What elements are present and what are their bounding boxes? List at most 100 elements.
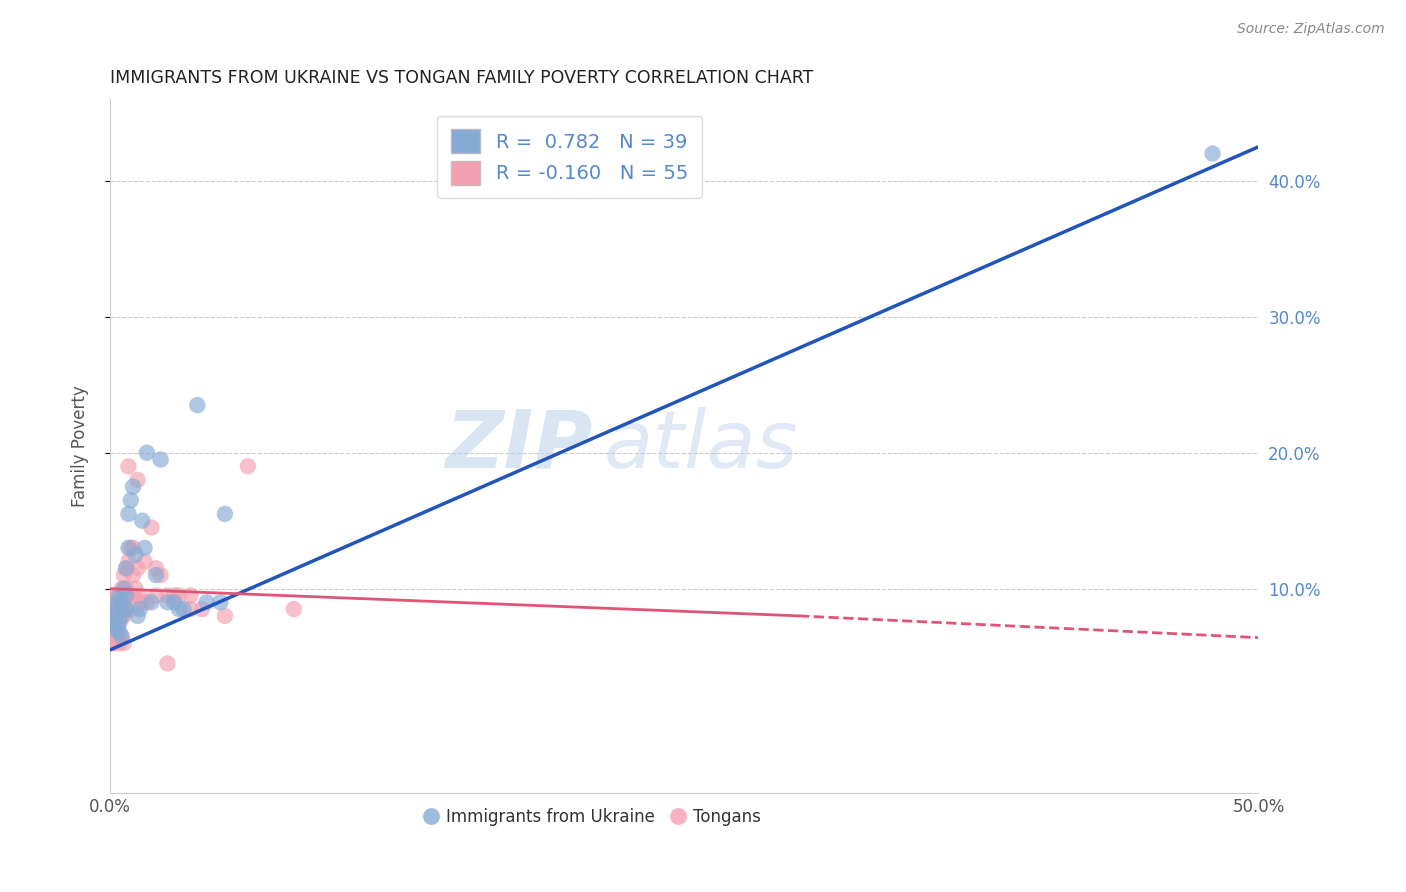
Point (112, 636, 135, 650)
Point (131, 514, 153, 528)
Point (104, 623, 127, 637)
Point (149, 568, 172, 582)
Point (115, 602, 138, 616)
Point (141, 595, 163, 609)
Point (135, 595, 157, 609)
Point (127, 473, 149, 487)
Point (110, 602, 132, 616)
Point (105, 589, 128, 603)
Point (167, 602, 190, 616)
Point (104, 608, 127, 623)
Point (134, 554, 156, 568)
Point (112, 589, 135, 603)
Point (1201, 146, 1223, 161)
Point (122, 541, 145, 555)
Point (122, 480, 145, 494)
Point (105, 620, 128, 634)
Text: atlas: atlas (605, 407, 799, 485)
Point (134, 541, 156, 555)
Point (110, 595, 132, 609)
Point (122, 589, 145, 603)
Y-axis label: Family Poverty: Family Poverty (72, 385, 89, 507)
Point (191, 602, 214, 616)
Point (156, 595, 179, 609)
Point (145, 568, 167, 582)
Text: IMMIGRANTS FROM UKRAINE VS TONGAN FAMILY POVERTY CORRELATION CHART: IMMIGRANTS FROM UKRAINE VS TONGAN FAMILY… (110, 69, 814, 87)
Point (149, 452, 172, 467)
Point (105, 629, 128, 643)
Point (110, 582, 132, 596)
Point (163, 589, 186, 603)
Point (105, 602, 128, 616)
Point (104, 589, 127, 603)
Point (186, 398, 208, 412)
Point (110, 629, 132, 643)
Point (129, 602, 152, 616)
Point (108, 615, 131, 630)
Point (122, 568, 145, 582)
Point (145, 561, 167, 575)
Point (104, 636, 127, 650)
Point (108, 595, 131, 609)
Point (129, 589, 152, 603)
Point (117, 507, 139, 521)
Point (120, 493, 142, 508)
Point (120, 541, 142, 555)
Point (108, 625, 131, 640)
Point (214, 507, 236, 521)
Point (112, 568, 135, 582)
Point (105, 602, 128, 616)
Point (124, 582, 146, 596)
Point (141, 520, 163, 534)
Point (108, 602, 131, 616)
Point (195, 595, 218, 609)
Point (108, 636, 131, 650)
Point (104, 608, 127, 623)
Point (104, 615, 127, 630)
Point (101, 615, 124, 630)
Point (156, 589, 179, 603)
Point (112, 602, 135, 616)
Point (283, 602, 305, 616)
Point (101, 602, 124, 616)
Point (105, 615, 128, 630)
Legend: Immigrants from Ukraine, Tongans: Immigrants from Ukraine, Tongans (418, 802, 768, 833)
Point (167, 589, 190, 603)
Point (173, 602, 195, 616)
Point (115, 602, 138, 616)
Text: ZIP: ZIP (446, 407, 592, 485)
Point (117, 541, 139, 555)
Point (179, 589, 201, 603)
Point (108, 589, 131, 603)
Point (135, 446, 157, 460)
Point (101, 636, 124, 650)
Point (112, 608, 135, 623)
Point (145, 589, 167, 603)
Point (117, 554, 139, 568)
Point (120, 602, 142, 616)
Point (115, 589, 138, 603)
Point (179, 602, 201, 616)
Point (115, 561, 138, 575)
Text: Source: ZipAtlas.com: Source: ZipAtlas.com (1237, 22, 1385, 37)
Point (112, 582, 135, 596)
Point (117, 459, 139, 474)
Point (131, 595, 153, 609)
Point (127, 561, 149, 575)
Point (124, 548, 146, 562)
Point (209, 595, 232, 609)
Point (163, 595, 186, 609)
Point (110, 608, 132, 623)
Point (156, 657, 179, 671)
Point (115, 561, 138, 575)
Point (110, 608, 132, 623)
Point (105, 595, 128, 609)
Point (236, 459, 259, 474)
Point (117, 589, 139, 603)
Point (127, 608, 149, 623)
Point (110, 629, 132, 643)
Point (115, 582, 138, 596)
Point (108, 615, 131, 630)
Point (101, 623, 124, 637)
Point (214, 608, 236, 623)
